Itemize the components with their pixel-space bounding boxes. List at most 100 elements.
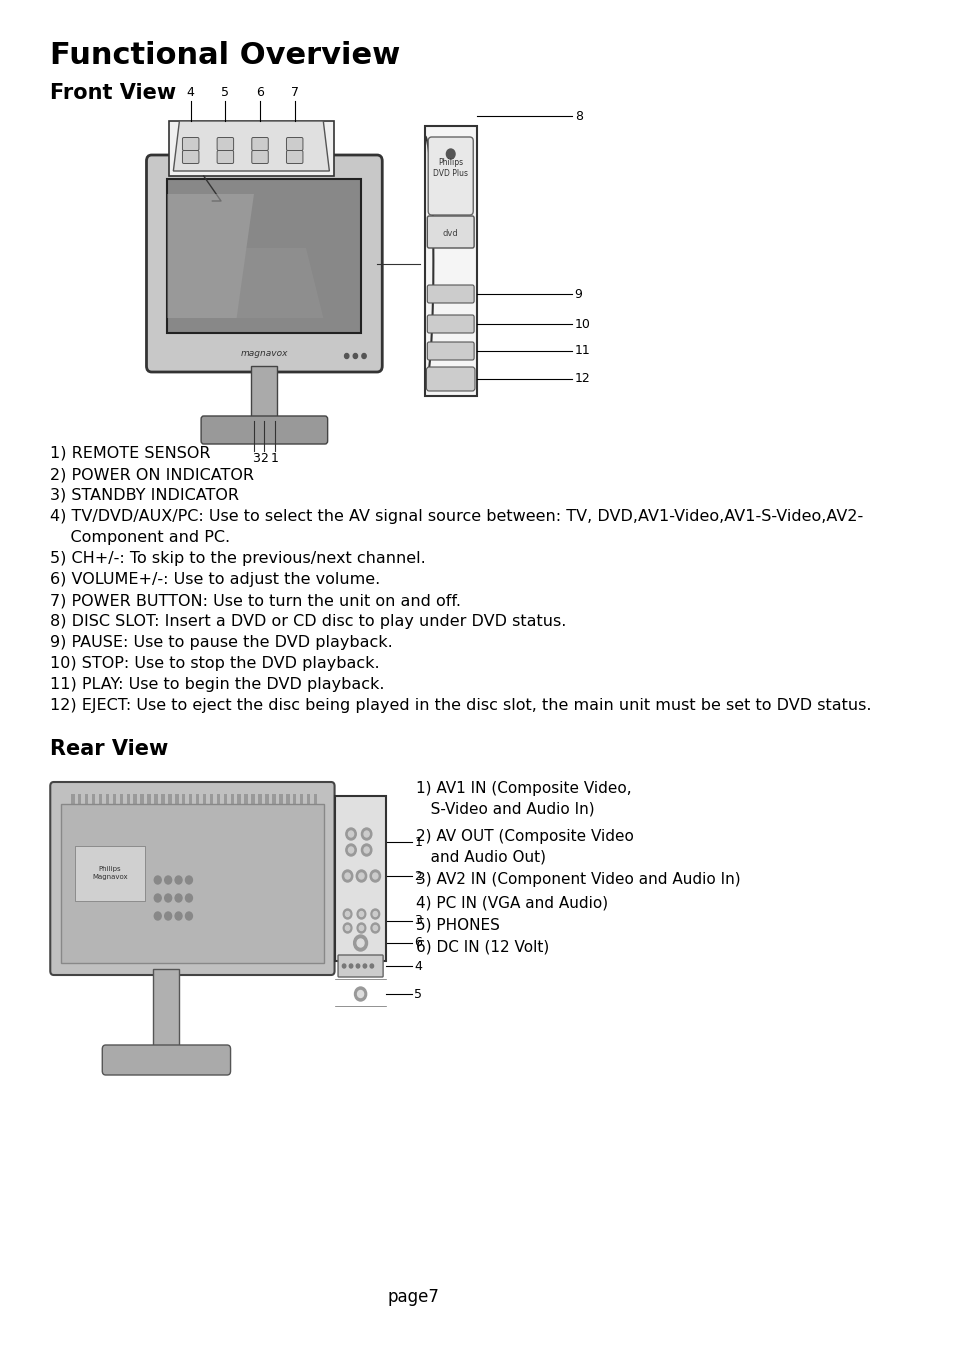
Circle shape — [361, 828, 372, 840]
Text: dvd: dvd — [442, 228, 458, 238]
Circle shape — [373, 873, 377, 880]
Bar — [175, 794, 178, 804]
FancyBboxPatch shape — [217, 150, 233, 163]
Circle shape — [165, 912, 172, 920]
Bar — [279, 794, 282, 804]
Circle shape — [355, 870, 366, 882]
Text: 5) CH+/-: To skip to the previous/next channel.: 5) CH+/-: To skip to the previous/next c… — [51, 551, 426, 566]
Bar — [251, 794, 254, 804]
Circle shape — [165, 875, 172, 884]
Circle shape — [342, 965, 346, 969]
FancyBboxPatch shape — [426, 367, 475, 390]
Circle shape — [355, 988, 366, 1001]
Text: and Audio Out): and Audio Out) — [416, 850, 545, 865]
Bar — [161, 794, 165, 804]
Bar — [299, 794, 303, 804]
Text: 6: 6 — [255, 86, 264, 99]
FancyBboxPatch shape — [252, 138, 268, 150]
Text: Philips
DVD Plus: Philips DVD Plus — [433, 158, 468, 178]
Text: 3) AV2 IN (Component Video and Audio In): 3) AV2 IN (Component Video and Audio In) — [416, 871, 740, 888]
Text: 2) POWER ON INDICATOR: 2) POWER ON INDICATOR — [51, 467, 254, 482]
Bar — [424, 126, 476, 396]
Circle shape — [358, 873, 364, 880]
Circle shape — [359, 925, 363, 931]
FancyBboxPatch shape — [182, 150, 199, 163]
Text: Component and PC.: Component and PC. — [51, 530, 231, 544]
Circle shape — [346, 828, 355, 840]
Bar — [154, 794, 157, 804]
Bar — [286, 794, 289, 804]
Bar — [293, 794, 296, 804]
Circle shape — [354, 935, 367, 951]
Bar — [182, 794, 185, 804]
Text: 7: 7 — [291, 86, 298, 99]
Text: 10) STOP: Use to stop the DVD playback.: 10) STOP: Use to stop the DVD playback. — [51, 657, 379, 671]
Bar — [216, 794, 220, 804]
Circle shape — [348, 847, 354, 852]
Circle shape — [361, 354, 366, 358]
FancyBboxPatch shape — [427, 342, 474, 359]
Text: 6) VOLUME+/-: Use to adjust the volume.: 6) VOLUME+/-: Use to adjust the volume. — [51, 571, 380, 586]
Text: Rear View: Rear View — [51, 739, 169, 759]
Circle shape — [446, 149, 455, 159]
Text: 1) REMOTE SENSOR: 1) REMOTE SENSOR — [51, 446, 211, 461]
Circle shape — [355, 965, 359, 969]
FancyBboxPatch shape — [286, 138, 303, 150]
Polygon shape — [167, 195, 253, 317]
Circle shape — [370, 965, 374, 969]
Text: Philips
Magnavox: Philips Magnavox — [92, 866, 128, 880]
Circle shape — [185, 894, 193, 902]
Circle shape — [363, 965, 366, 969]
Text: 3) STANDBY INDICATOR: 3) STANDBY INDICATOR — [51, 488, 239, 503]
Bar — [106, 794, 109, 804]
Text: 6: 6 — [414, 936, 422, 950]
Circle shape — [356, 923, 365, 934]
Circle shape — [349, 965, 353, 969]
FancyBboxPatch shape — [201, 416, 327, 444]
Bar — [78, 794, 81, 804]
Bar — [231, 794, 233, 804]
Bar — [167, 178, 361, 332]
Bar — [169, 122, 334, 176]
Text: 11: 11 — [574, 345, 590, 358]
Bar — [147, 794, 151, 804]
Circle shape — [370, 870, 380, 882]
FancyBboxPatch shape — [252, 150, 268, 163]
Bar — [251, 366, 277, 422]
Bar — [85, 794, 89, 804]
Circle shape — [371, 923, 379, 934]
Text: 9) PAUSE: Use to pause the DVD playback.: 9) PAUSE: Use to pause the DVD playback. — [51, 635, 393, 650]
Circle shape — [154, 875, 161, 884]
Text: 3: 3 — [414, 915, 422, 928]
Bar — [203, 794, 206, 804]
Circle shape — [356, 909, 365, 919]
Circle shape — [343, 923, 352, 934]
Circle shape — [185, 912, 193, 920]
Circle shape — [371, 909, 379, 919]
Circle shape — [175, 875, 182, 884]
Circle shape — [346, 844, 355, 857]
Circle shape — [345, 912, 350, 916]
Bar — [272, 794, 275, 804]
Bar — [71, 794, 74, 804]
FancyBboxPatch shape — [217, 138, 233, 150]
Bar — [127, 794, 130, 804]
Bar — [265, 794, 269, 804]
FancyBboxPatch shape — [147, 155, 382, 372]
Polygon shape — [173, 122, 329, 172]
Text: 12: 12 — [574, 373, 590, 385]
Text: 11) PLAY: Use to begin the DVD playback.: 11) PLAY: Use to begin the DVD playback. — [51, 677, 384, 692]
Text: 6) DC IN (12 Volt): 6) DC IN (12 Volt) — [416, 940, 549, 955]
Bar — [237, 794, 241, 804]
Circle shape — [348, 831, 354, 838]
Circle shape — [364, 847, 369, 852]
Circle shape — [361, 844, 372, 857]
Text: 1: 1 — [414, 835, 422, 848]
Circle shape — [364, 831, 369, 838]
Bar — [307, 794, 310, 804]
Text: 4: 4 — [187, 86, 194, 99]
Circle shape — [357, 990, 363, 997]
Bar — [91, 794, 95, 804]
Circle shape — [154, 912, 161, 920]
Text: magnavox: magnavox — [240, 349, 288, 358]
